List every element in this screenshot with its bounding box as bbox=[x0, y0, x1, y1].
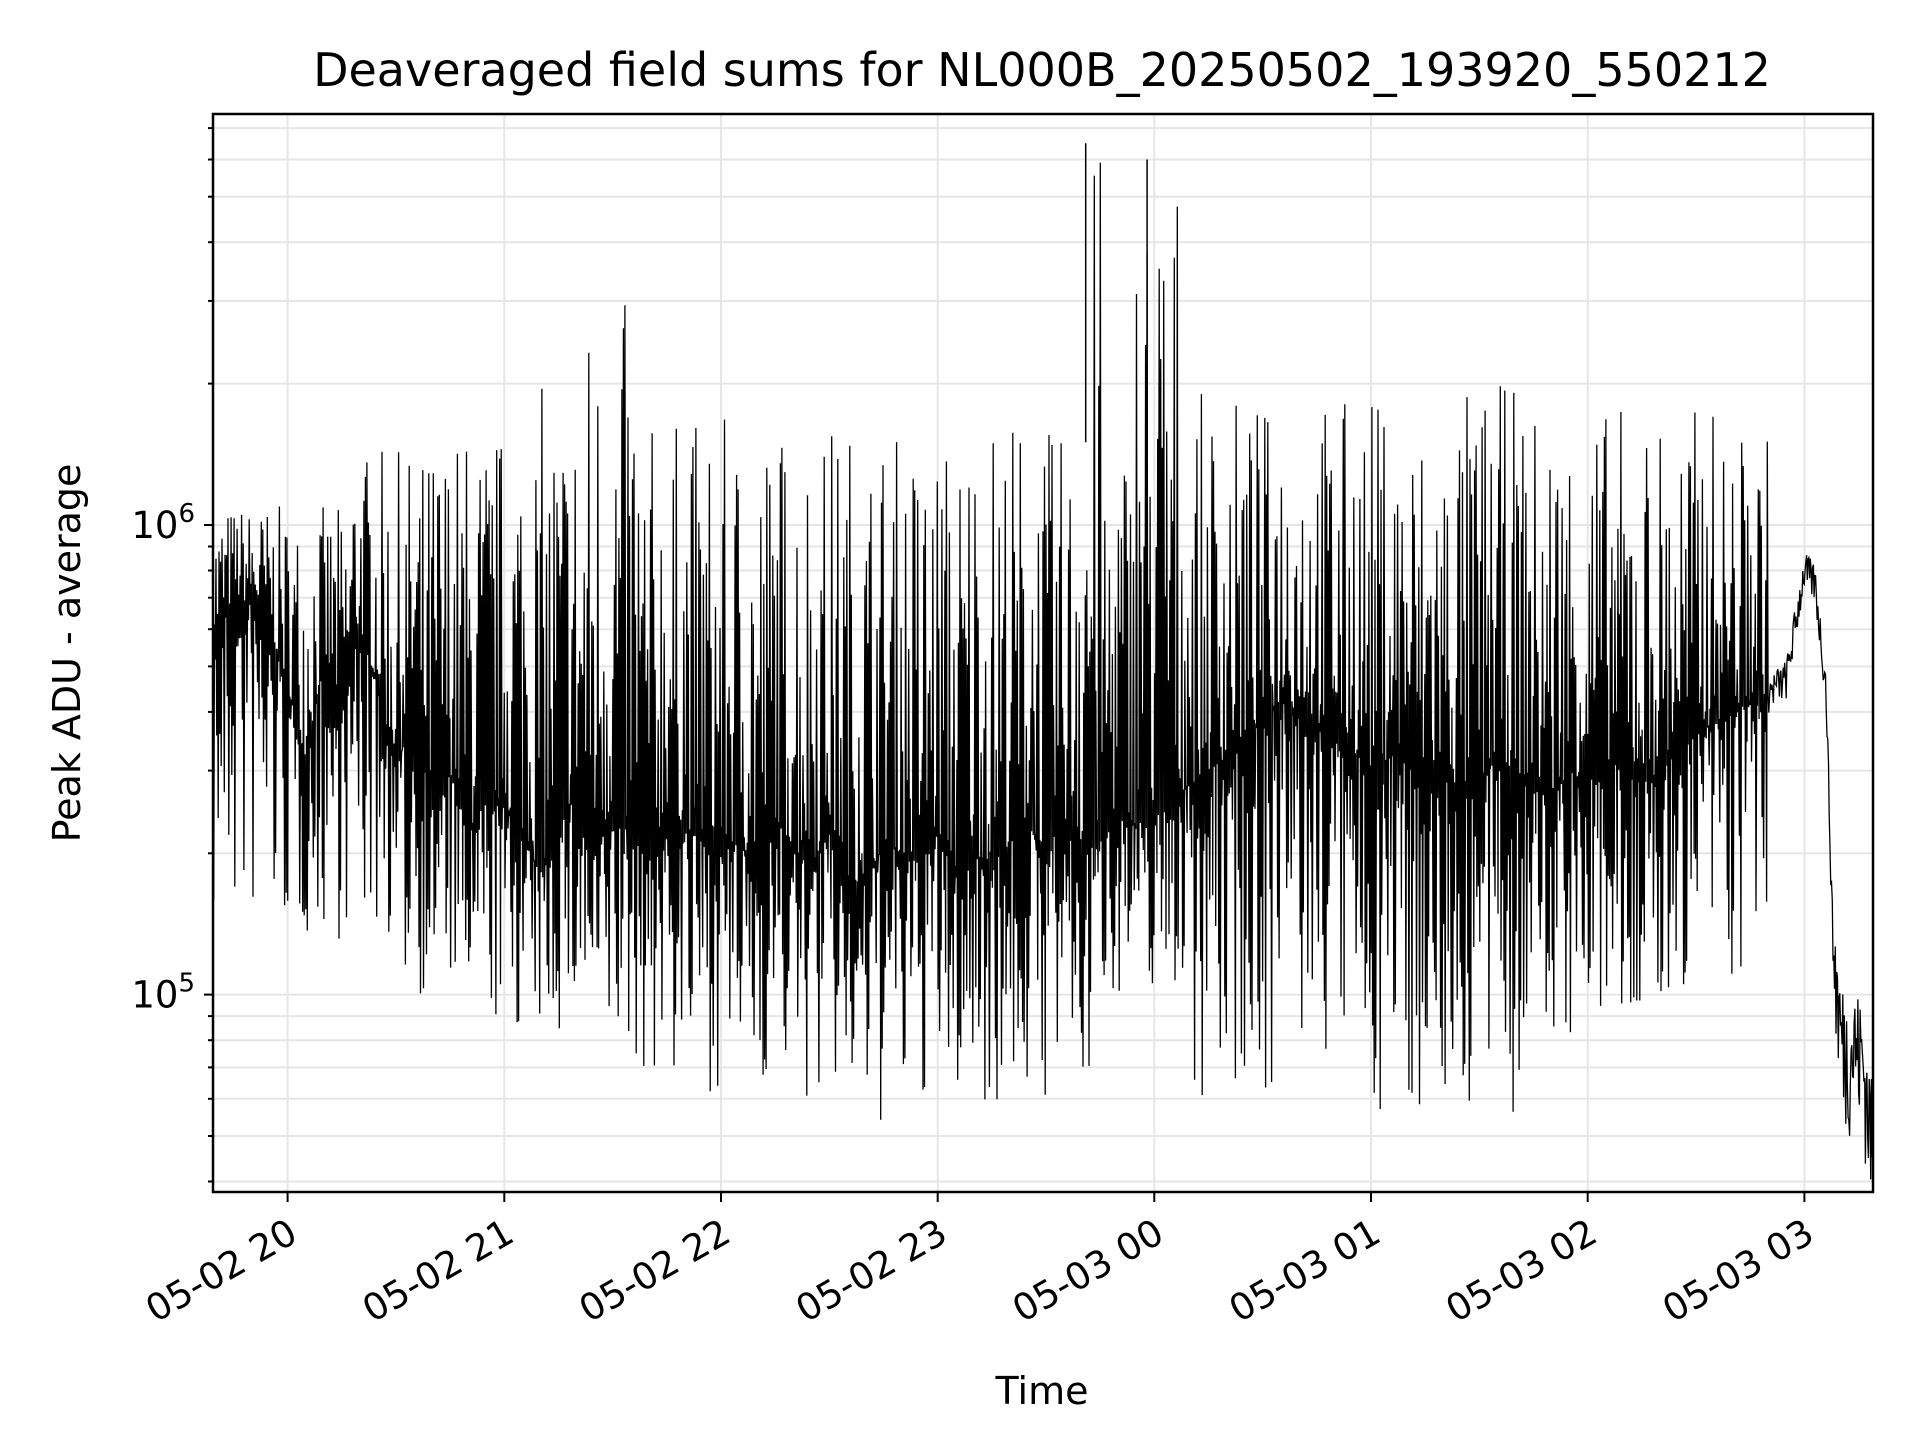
x-tick-label: 05-03 00 bbox=[1005, 1211, 1171, 1331]
x-tick-label: 05-03 01 bbox=[1222, 1211, 1388, 1331]
y-tick-label: 106 bbox=[131, 499, 195, 547]
y-tick-base: 10 bbox=[131, 504, 178, 547]
y-tick-base: 10 bbox=[131, 974, 178, 1017]
series-layer bbox=[212, 143, 1874, 1180]
x-tick-label: 05-02 23 bbox=[789, 1211, 955, 1331]
x-tick-label: 05-02 22 bbox=[572, 1211, 738, 1331]
y-tick-exponent: 6 bbox=[178, 499, 195, 529]
y-tick-label: 105 bbox=[131, 969, 195, 1017]
x-tick-label: 05-02 21 bbox=[355, 1211, 521, 1331]
x-axis-label: Time bbox=[995, 1369, 1089, 1413]
plot-frame bbox=[211, 112, 1875, 1194]
chart-title: Deaveraged field sums for NL000B_2025050… bbox=[313, 43, 1771, 97]
y-tick-exponent: 5 bbox=[178, 969, 195, 999]
x-tick-label: 05-03 03 bbox=[1655, 1211, 1821, 1331]
x-tick-label: 05-03 02 bbox=[1439, 1211, 1605, 1331]
series-line bbox=[212, 162, 1874, 1180]
x-tick-label: 05-02 20 bbox=[139, 1211, 305, 1331]
y-axis-label: Peak ADU - average bbox=[45, 464, 89, 843]
x-axis: 05-02 20 05-02 21 05-02 22 05-02 23 05-03 00… bbox=[139, 1192, 1821, 1331]
